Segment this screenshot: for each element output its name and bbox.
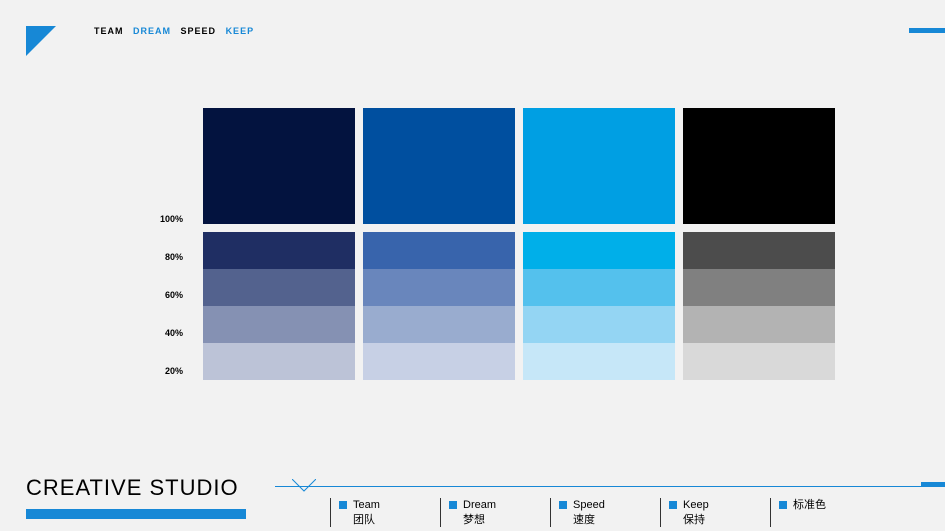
legend-item: 标准色 xyxy=(770,498,844,527)
legend-square-icon xyxy=(779,501,787,509)
y-axis-labels: 100% 80% 60% 40% 20% xyxy=(160,108,183,376)
tint-stack xyxy=(523,232,675,380)
swatch-base xyxy=(363,108,515,224)
swatch-base xyxy=(203,108,355,224)
palette-column-dream xyxy=(363,108,515,380)
swatch-tint xyxy=(363,232,515,269)
palette-column-speed xyxy=(523,108,675,380)
swatch-tint xyxy=(523,232,675,269)
footer-notch-icon xyxy=(292,479,316,493)
swatch-tint xyxy=(683,232,835,269)
swatch-tint xyxy=(203,269,355,306)
nav-item: SPEED xyxy=(181,26,217,36)
legend-square-icon xyxy=(669,501,677,509)
legend: Team 团队 Dream 梦想 Speed 速度 Keep 保持 标准色 xyxy=(330,498,844,527)
swatch-base xyxy=(683,108,835,224)
nav-item: KEEP xyxy=(226,26,255,36)
swatch-tint xyxy=(683,306,835,343)
accent-bar-top-right xyxy=(909,28,945,33)
y-label: 20% xyxy=(165,366,183,376)
legend-label: Team 团队 xyxy=(353,498,380,527)
swatch-tint xyxy=(363,306,515,343)
swatch-tint xyxy=(683,343,835,380)
tint-stack xyxy=(203,232,355,380)
swatch-base xyxy=(523,108,675,224)
swatch-tint xyxy=(523,306,675,343)
y-label: 100% xyxy=(160,214,183,224)
swatch-tint xyxy=(683,269,835,306)
top-nav: TEAM DREAM SPEED KEEP xyxy=(94,26,260,36)
y-label: 40% xyxy=(165,328,183,338)
nav-item: DREAM xyxy=(133,26,171,36)
studio-title: CREATIVE STUDIO xyxy=(26,475,239,501)
legend-item: Speed 速度 xyxy=(550,498,624,527)
legend-square-icon xyxy=(559,501,567,509)
swatch-tint xyxy=(363,343,515,380)
legend-label: Keep 保持 xyxy=(683,498,709,527)
legend-label: Speed 速度 xyxy=(573,498,605,527)
studio-underline-bar xyxy=(26,509,246,519)
legend-item: Dream 梦想 xyxy=(440,498,514,527)
footer-divider-line xyxy=(275,486,945,487)
legend-item: Team 团队 xyxy=(330,498,404,527)
y-label: 80% xyxy=(165,252,183,262)
swatch-tint xyxy=(363,269,515,306)
swatch-tint xyxy=(203,343,355,380)
swatch-tint xyxy=(203,306,355,343)
palette-column-keep xyxy=(683,108,835,380)
legend-square-icon xyxy=(339,501,347,509)
palette-column-team xyxy=(203,108,355,380)
swatch-tint xyxy=(203,232,355,269)
palette-grid xyxy=(203,108,835,380)
legend-item: Keep 保持 xyxy=(660,498,734,527)
tint-stack xyxy=(683,232,835,380)
logo-triangle-icon xyxy=(26,26,56,56)
nav-item: TEAM xyxy=(94,26,124,36)
swatch-tint xyxy=(523,343,675,380)
legend-label: 标准色 xyxy=(793,498,826,512)
swatch-tint xyxy=(523,269,675,306)
legend-square-icon xyxy=(449,501,457,509)
accent-bar-bottom-right xyxy=(921,482,945,487)
tint-stack xyxy=(363,232,515,380)
legend-label: Dream 梦想 xyxy=(463,498,496,527)
y-label: 60% xyxy=(165,290,183,300)
palette-chart: 100% 80% 60% 40% 20% xyxy=(160,108,835,380)
